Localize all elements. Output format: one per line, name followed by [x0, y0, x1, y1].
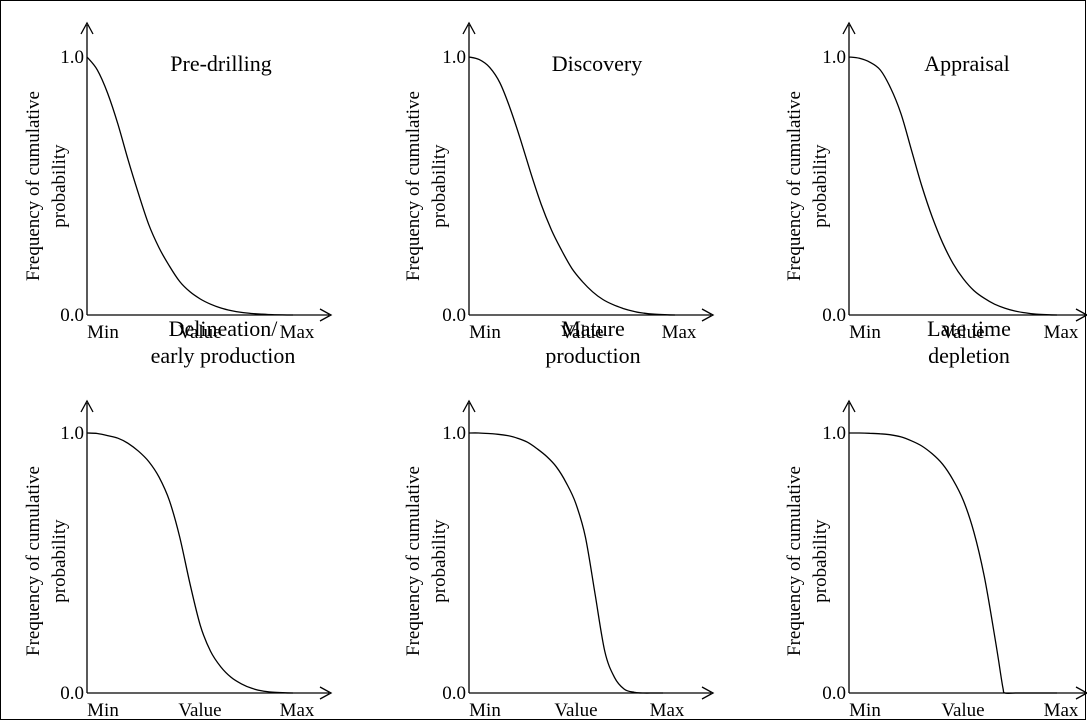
y-tick-label: 0.0: [60, 683, 84, 704]
chart-title-line: production: [545, 343, 640, 368]
y-tick-label: 1.0: [822, 423, 846, 444]
y-tick-label: 1.0: [822, 47, 846, 68]
y-axis-arrowhead: [80, 21, 94, 35]
y-tick-label: 0.0: [442, 683, 466, 704]
x-tick-label: Max: [280, 322, 315, 343]
y-tick-label: 1.0: [442, 47, 466, 68]
y-tick-label: 1.0: [60, 47, 84, 68]
x-axis-arrowhead: [1075, 686, 1087, 700]
x-tick-label: Min: [469, 322, 501, 343]
x-tick-label: Max: [1044, 700, 1079, 721]
chart-title-line: Discovery: [552, 51, 642, 76]
y-axis-label-line: probability: [810, 519, 831, 603]
x-axis-arrowhead: [701, 308, 715, 322]
panel-1: Pre-drilling Frequency of cumulative proba…: [23, 21, 333, 343]
x-tick-label: Min: [87, 700, 119, 721]
panel-2: Discovery Frequency of cumulative probabil…: [403, 21, 715, 343]
x-tick-label: Value: [941, 700, 984, 721]
chart-title-line: Appraisal: [924, 51, 1010, 76]
y-axis-arrowhead: [842, 21, 856, 35]
x-tick-label: Min: [849, 322, 881, 343]
panel-4: Delineation/early production Frequency of…: [23, 316, 333, 721]
x-tick-label: Value: [941, 322, 984, 343]
y-axis-label-line: Frequency of cumulative: [403, 466, 424, 656]
x-tick-label: Max: [662, 322, 697, 343]
y-tick-label: 1.0: [60, 423, 84, 444]
x-axis-arrowhead: [319, 686, 333, 700]
x-axis-arrowhead: [319, 308, 333, 322]
x-axis-arrowhead: [701, 686, 715, 700]
chart-title-line: early production: [151, 343, 296, 368]
x-tick-label: Max: [650, 700, 685, 721]
y-tick-label: 1.0: [442, 423, 466, 444]
y-tick-label: 0.0: [60, 305, 84, 326]
x-tick-label: Value: [178, 322, 221, 343]
y-tick-label: 0.0: [442, 305, 466, 326]
x-axis-arrowhead: [1075, 308, 1087, 322]
x-tick-label: Value: [560, 322, 603, 343]
y-axis-label-line: Frequency of cumulative: [784, 466, 805, 656]
y-tick-label: 0.0: [822, 305, 846, 326]
x-tick-label: Value: [554, 700, 597, 721]
y-axis-label-line: Frequency of cumulative: [403, 91, 424, 281]
cumulative-probability-curve: [468, 432, 663, 694]
y-axis-label-line: probability: [429, 144, 450, 228]
y-axis-label-line: Frequency of cumulative: [23, 466, 44, 656]
y-axis-label-line: probability: [49, 519, 70, 603]
y-axis-arrowhead: [462, 21, 476, 35]
cumulative-probability-curve: [86, 56, 294, 316]
cumulative-probability-curve: [86, 432, 294, 694]
y-axis-label-line: probability: [810, 144, 831, 228]
cumulative-probability-curve: [468, 56, 676, 316]
x-tick-label: Min: [849, 700, 881, 721]
x-tick-label: Min: [469, 700, 501, 721]
y-axis-label-line: probability: [49, 144, 70, 228]
x-tick-label: Max: [1044, 322, 1079, 343]
x-tick-label: Min: [87, 322, 119, 343]
y-axis-label-line: probability: [429, 519, 450, 603]
chart-title-line: depletion: [928, 343, 1010, 368]
x-tick-label: Value: [178, 700, 221, 721]
cumulative-probability-curve: [848, 56, 1058, 316]
y-axis-arrowhead: [80, 399, 94, 413]
y-axis-arrowhead: [842, 399, 856, 413]
chart-title-line: Delineation/: [169, 316, 279, 341]
cumulative-probability-curve: [848, 432, 1057, 695]
chart-title-line: Pre-drilling: [170, 51, 271, 76]
chart-title-line: Late time: [927, 316, 1011, 341]
panel-3: Appraisal Frequency of cumulative probabil…: [784, 21, 1087, 343]
x-tick-label: Max: [280, 700, 315, 721]
y-axis-label-line: Frequency of cumulative: [784, 91, 805, 281]
y-axis-label-line: Frequency of cumulative: [23, 91, 44, 281]
y-tick-label: 0.0: [822, 683, 846, 704]
chart-title-line: Mature: [561, 316, 625, 341]
y-axis-arrowhead: [462, 399, 476, 413]
